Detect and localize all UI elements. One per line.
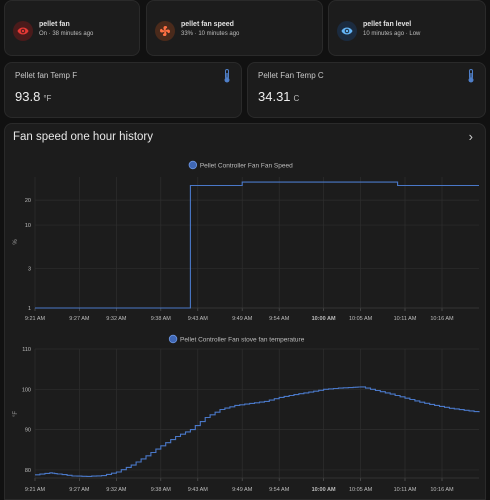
sensor-card-temp-c[interactable]: Pellet Fan Temp C 34.31 C: [247, 62, 486, 118]
sensor-value-line: 93.8 °F: [15, 89, 51, 104]
x-tick-label: 9:54 AM: [269, 316, 290, 322]
tile-icon-bg: [155, 21, 175, 41]
y-tick-label: 10: [25, 223, 31, 229]
y-tick-label: 1: [28, 306, 31, 312]
x-tick-label: 9:21 AM: [25, 487, 46, 493]
legend-label: Pellet Controller Fan Fan Speed: [200, 163, 293, 170]
x-tick-label: 9:43 AM: [188, 316, 209, 322]
x-tick-label: 9:32 AM: [106, 487, 127, 493]
series-line: [35, 386, 480, 477]
tile-pellet-fan-level[interactable]: pellet fan level 10 minutes ago · Low: [328, 0, 486, 56]
series-line: [35, 181, 479, 309]
legend-label: Pellet Controller Fan stove fan temperat…: [180, 337, 305, 344]
tile-icon-bg: [13, 21, 33, 41]
chevron-right-icon[interactable]: ›: [468, 129, 473, 144]
y-tick-label: 3: [28, 266, 31, 272]
x-tick-label: 9:49 AM: [232, 487, 253, 493]
eye-icon: [17, 27, 29, 35]
x-tick-label: 10:05 AM: [349, 316, 373, 322]
x-tick-label: 10:00 AM: [312, 316, 336, 322]
sensor-unit: °F: [43, 94, 52, 103]
x-tick-label: 10:05 AM: [349, 487, 373, 493]
x-tick-label: 9:32 AM: [106, 316, 127, 322]
sensor-name: Pellet Fan Temp C: [258, 71, 324, 80]
sensor-card-temp-f[interactable]: Pellet fan Temp F 93.8 °F: [4, 62, 242, 118]
sensor-name: Pellet fan Temp F: [15, 71, 78, 80]
x-tick-label: 10:16 AM: [430, 316, 454, 322]
y-axis-label: °F: [13, 411, 19, 417]
x-tick-label: 10:11 AM: [394, 487, 417, 493]
y-axis-label: %: [13, 239, 19, 245]
x-tick-label: 10:11 AM: [394, 316, 417, 322]
tile-pellet-fan[interactable]: pellet fan On · 38 minutes ago: [4, 0, 140, 56]
y-tick-label: 110: [22, 347, 31, 353]
eye-icon: [341, 27, 353, 35]
tile-icon-bg: [337, 21, 357, 41]
tile-pellet-fan-speed[interactable]: pellet fan speed 33% · 10 minutes ago: [146, 0, 323, 56]
tile-name: pellet fan level: [363, 21, 412, 28]
y-tick-label: 20: [25, 198, 31, 204]
x-tick-label: 9:21 AM: [25, 316, 46, 322]
x-tick-label: 9:43 AM: [188, 487, 209, 493]
tile-state: On · 38 minutes ago: [39, 31, 94, 37]
sensor-unit: C: [293, 94, 300, 103]
tile-state: 33% · 10 minutes ago: [181, 31, 240, 37]
y-tick-label: 80: [25, 468, 31, 474]
x-tick-label: 9:54 AM: [269, 487, 290, 493]
tile-state: 10 minutes ago · Low: [363, 31, 421, 37]
legend-marker: [188, 160, 198, 170]
x-tick-label: 9:27 AM: [69, 487, 90, 493]
x-tick-label: 9:49 AM: [232, 316, 253, 322]
history-chart-1: Pellet Controller Fan Fan Speed% 9:21 AM 9…: [13, 160, 479, 322]
history-title: Fan speed one hour history: [13, 131, 154, 143]
history-chart-2: Pellet Controller Fan stove fan temperat…: [13, 334, 480, 493]
sensor-value-line: 34.31 C: [258, 89, 299, 104]
tile-name: pellet fan speed: [181, 21, 234, 28]
sensor-value: 34.31: [258, 89, 291, 104]
x-tick-label: 9:38 AM: [151, 316, 172, 322]
y-tick-label: 90: [25, 428, 31, 434]
x-tick-label: 10:16 AM: [430, 487, 454, 493]
x-tick-label: 10:00 AM: [312, 487, 336, 493]
legend-marker: [168, 334, 178, 344]
fan-icon: [160, 26, 170, 36]
sensor-value: 93.8: [15, 89, 41, 104]
tile-name: pellet fan: [39, 21, 70, 28]
thermometer-icon: [224, 69, 230, 83]
thermometer-icon: [468, 69, 474, 83]
y-tick-label: 100: [22, 387, 31, 393]
x-tick-label: 9:27 AM: [69, 316, 90, 322]
x-tick-label: 9:38 AM: [151, 487, 172, 493]
